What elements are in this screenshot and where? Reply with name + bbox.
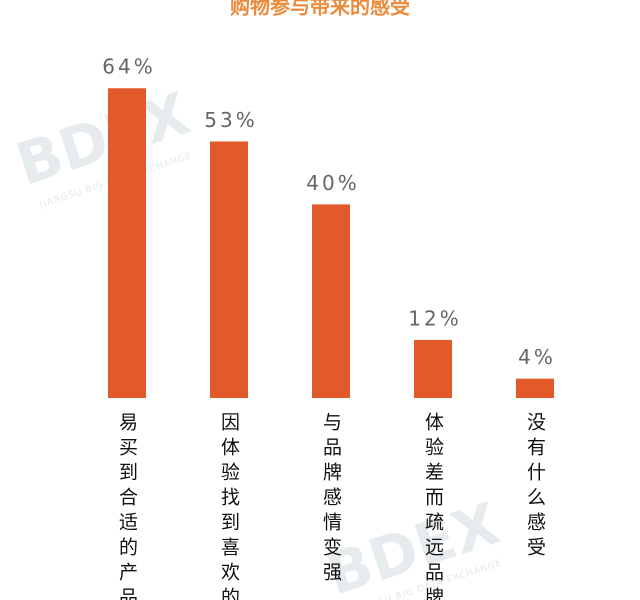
bar <box>516 378 554 398</box>
category-label: 体验差而疏远品牌 <box>422 412 444 600</box>
value-label: 53% <box>204 108 257 132</box>
bar <box>312 204 350 398</box>
value-label: 64% <box>102 55 155 79</box>
category-label: 易买到合适的产品 <box>116 412 138 600</box>
category-label: 没有什么感受 <box>524 412 546 562</box>
value-label: 12% <box>408 306 461 330</box>
value-label: 4% <box>518 345 556 369</box>
chart-title: 购物参与带来的感受 <box>230 0 410 19</box>
bar <box>210 141 248 399</box>
category-label: 因体验找到喜欢的 <box>218 412 240 600</box>
bar <box>414 339 452 398</box>
value-label: 40% <box>306 171 359 195</box>
watermark: BDEX <box>318 489 507 600</box>
bar <box>108 88 146 399</box>
category-label: 与品牌感情变强 <box>320 412 342 587</box>
